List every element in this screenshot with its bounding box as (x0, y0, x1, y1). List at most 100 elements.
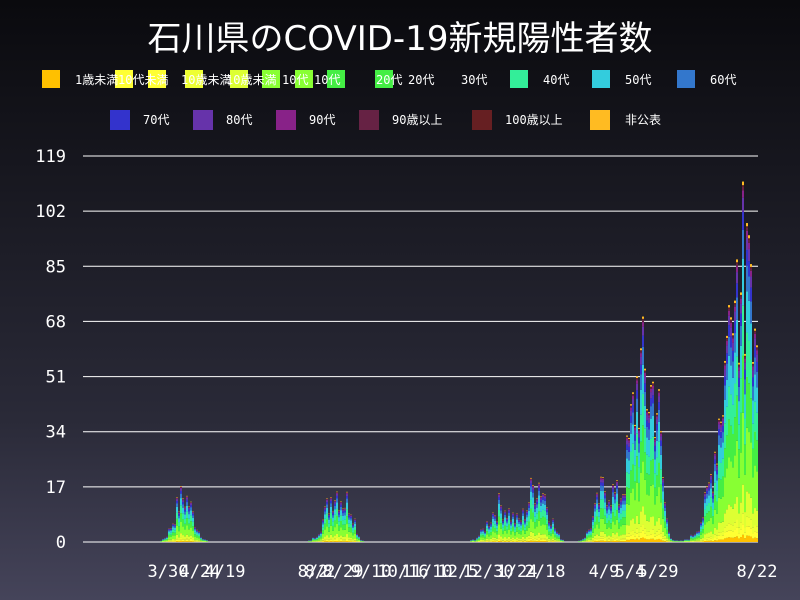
bar-segment (508, 512, 510, 516)
bar-segment (612, 485, 614, 486)
bar-segment (352, 535, 354, 540)
bar-segment (316, 540, 318, 542)
legend-label: 10歳未満 (226, 73, 276, 87)
bar-segment (492, 537, 494, 540)
bar-segment (520, 528, 522, 532)
bar-segment (658, 441, 660, 463)
bar-segment (626, 435, 628, 437)
bar-segment (724, 369, 726, 377)
bar-segment (534, 538, 536, 541)
bar-segment (544, 500, 546, 505)
bar-segment (180, 540, 182, 542)
bar-segment (740, 378, 742, 413)
bar-segment (668, 535, 670, 537)
bar-segment (518, 529, 520, 534)
bar-segment (484, 533, 486, 536)
bar-segment (346, 541, 348, 542)
bar-segment (550, 527, 552, 529)
bar-segment (702, 533, 704, 539)
bar-segment (522, 515, 524, 521)
bar-segment (518, 540, 520, 542)
bar-segment (616, 480, 618, 481)
bar-segment (524, 522, 526, 525)
bar-segment (176, 506, 178, 513)
bar-segment (704, 499, 706, 504)
bar-segment (180, 490, 182, 494)
bar-segment (330, 538, 332, 540)
bar-segment (744, 358, 746, 363)
bar-segment (728, 307, 730, 309)
bar-segment (700, 534, 702, 539)
bar-segment (542, 534, 544, 539)
bar-segment (326, 513, 328, 520)
bar-segment (710, 538, 712, 541)
bar-segment (544, 538, 546, 540)
bar-segment (724, 376, 726, 386)
bar-segment (588, 537, 590, 540)
bar-segment (738, 538, 740, 542)
bar-segment (656, 419, 658, 425)
bar-segment (634, 424, 636, 427)
bar-segment (636, 378, 638, 381)
bar-segment (548, 538, 550, 541)
bar-segment (596, 538, 598, 540)
bar-segment (502, 534, 504, 539)
bar-segment (356, 535, 358, 537)
bar-segment (610, 506, 612, 508)
bar-segment (722, 458, 724, 477)
bar-segment (738, 401, 740, 425)
bar-segment (184, 539, 186, 541)
bar-segment (588, 531, 590, 533)
bar-segment (478, 536, 480, 537)
bar-segment (662, 486, 664, 492)
bar-segment (496, 525, 498, 529)
bar-segment (646, 454, 648, 474)
bar-segment (204, 541, 206, 542)
bar-segment (754, 508, 756, 526)
bar-segment (532, 485, 534, 486)
bar-segment (606, 510, 608, 514)
bar-segment (754, 537, 756, 542)
bar-segment (504, 521, 506, 526)
bar-segment (604, 495, 606, 499)
bar-segment (708, 520, 710, 533)
bar-segment (628, 437, 630, 440)
bar-segment (670, 539, 672, 541)
bar-segment (616, 519, 618, 533)
bar-segment (728, 530, 730, 538)
bar-segment (320, 535, 322, 537)
bar-segment (642, 524, 644, 531)
bar-segment (492, 518, 494, 523)
bar-segment (756, 510, 758, 527)
bar-segment (744, 362, 746, 370)
bar-segment (610, 539, 612, 541)
bar-segment (608, 527, 610, 536)
bar-segment (734, 383, 736, 418)
bar-segment (640, 532, 642, 539)
bar-segment (198, 534, 200, 537)
bar-segment (486, 531, 488, 535)
bar-segment (528, 521, 530, 528)
legend-label: 90代 (309, 113, 335, 127)
bar-segment (526, 514, 528, 518)
bar-segment (332, 511, 334, 513)
bar-segment (322, 527, 324, 531)
bar-segment (738, 364, 740, 366)
bar-segment (322, 533, 324, 539)
bar-segment (648, 521, 650, 532)
bar-segment (622, 504, 624, 511)
bar-segment (732, 525, 734, 532)
bar-segment (662, 536, 664, 539)
legend-swatch (110, 110, 130, 130)
bar-segment (550, 526, 552, 528)
bar-segment (660, 432, 662, 433)
bar-segment (608, 514, 610, 521)
bar-segment (616, 532, 618, 538)
bar-segment (164, 539, 166, 540)
bar-segment (708, 502, 710, 512)
bar-segment (544, 541, 546, 542)
bar-segment (196, 532, 198, 534)
bar-segment (318, 539, 320, 541)
legend-label: 10代 (314, 73, 340, 87)
bar-segment (650, 438, 652, 461)
